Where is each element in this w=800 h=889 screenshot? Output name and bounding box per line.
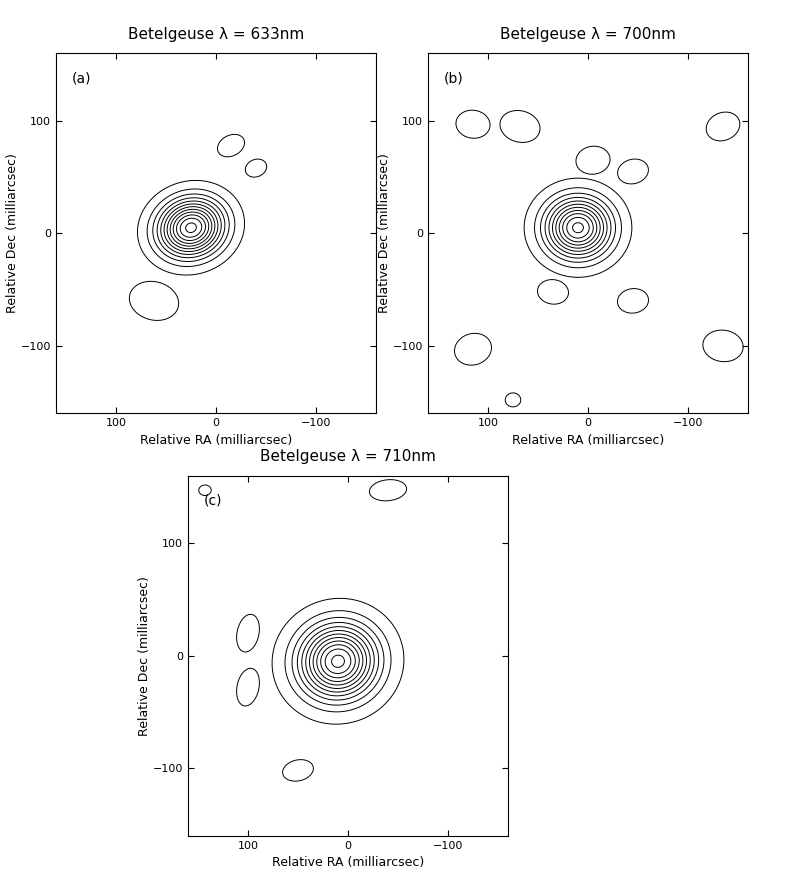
- X-axis label: Relative RA (milliarcsec): Relative RA (milliarcsec): [272, 856, 424, 869]
- Text: Betelgeuse λ = 700nm: Betelgeuse λ = 700nm: [500, 27, 676, 42]
- Y-axis label: Relative Dec (milliarcsec): Relative Dec (milliarcsec): [138, 576, 151, 735]
- X-axis label: Relative RA (milliarcsec): Relative RA (milliarcsec): [140, 434, 292, 447]
- X-axis label: Relative RA (milliarcsec): Relative RA (milliarcsec): [512, 434, 664, 447]
- Text: (c): (c): [204, 493, 222, 508]
- Text: (b): (b): [444, 71, 464, 85]
- Text: Betelgeuse λ = 633nm: Betelgeuse λ = 633nm: [128, 27, 304, 42]
- Y-axis label: Relative Dec (milliarcsec): Relative Dec (milliarcsec): [6, 154, 19, 313]
- Text: (a): (a): [72, 71, 91, 85]
- Y-axis label: Relative Dec (milliarcsec): Relative Dec (milliarcsec): [378, 154, 391, 313]
- Text: Betelgeuse λ = 710nm: Betelgeuse λ = 710nm: [260, 449, 436, 464]
